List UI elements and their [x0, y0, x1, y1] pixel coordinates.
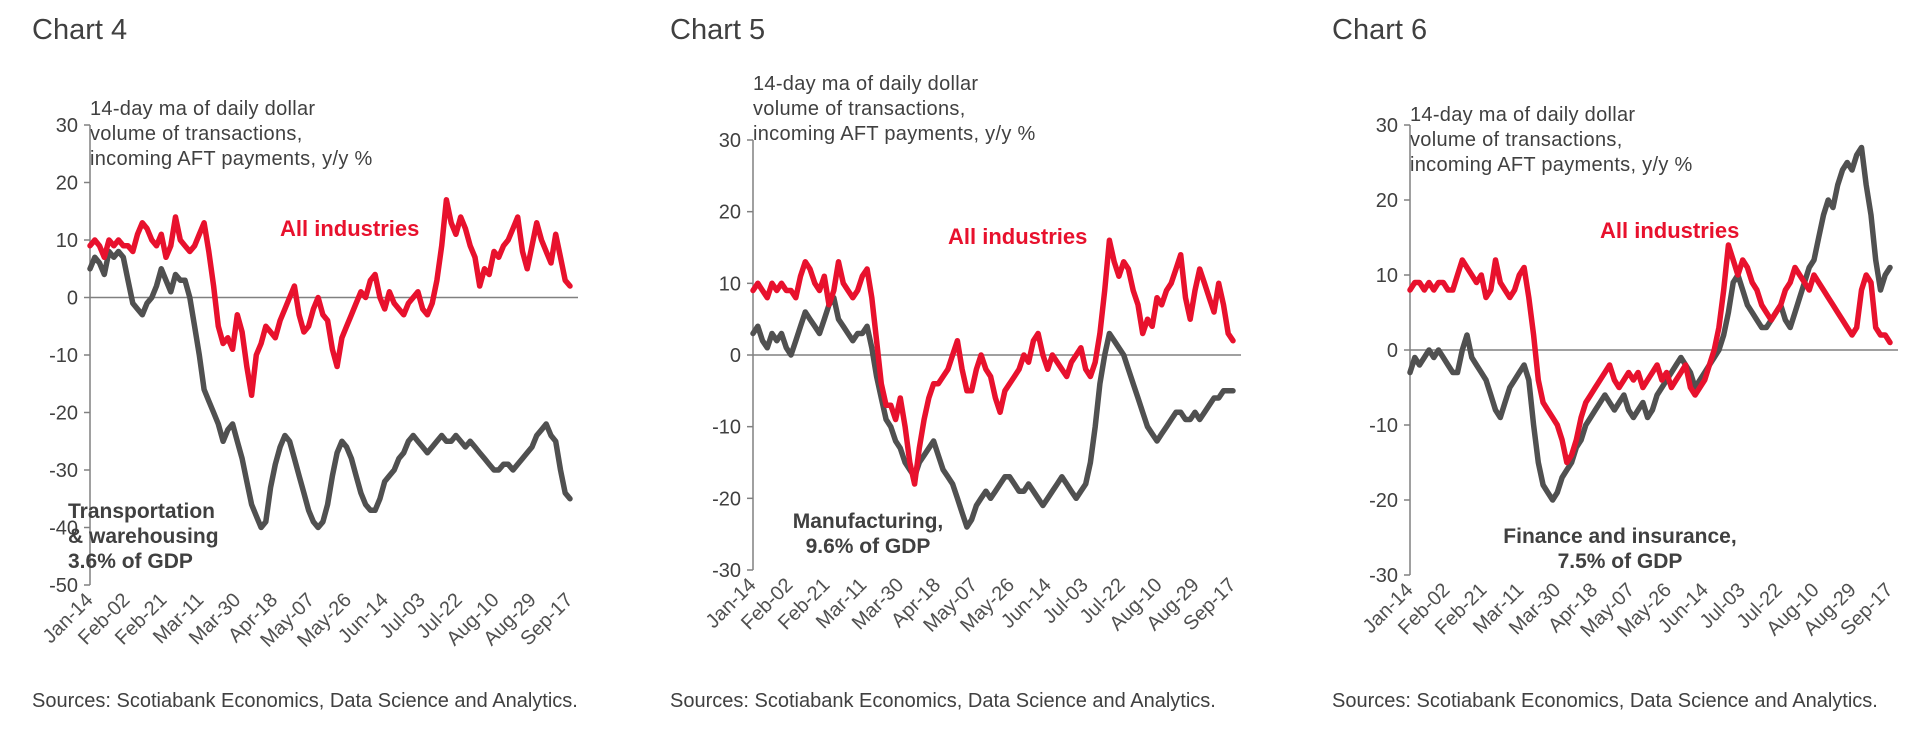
sector-line — [87, 248, 573, 531]
chart-plot: 3020100-10-20-30Jan-14Feb-02Feb-21Mar-11… — [702, 130, 1241, 637]
chart-title: Chart 6 — [1332, 14, 1428, 46]
all-industries-line — [1407, 242, 1893, 466]
all-industries-line — [750, 237, 1236, 487]
sector-label: Transportation & warehousing 3.6% of GDP — [68, 500, 219, 573]
sector-label-line: Manufacturing, — [793, 510, 944, 533]
y-tick-label: -10 — [1369, 415, 1398, 437]
y-tick-label: 30 — [1376, 115, 1398, 137]
sector-label-line: & warehousing — [68, 525, 219, 548]
y-tick-label: 30 — [56, 115, 78, 137]
y-tick-label: -20 — [1369, 490, 1398, 512]
sector-line — [750, 294, 1236, 530]
sector-label: Manufacturing, 9.6% of GDP — [793, 510, 944, 558]
y-tick-label: 0 — [67, 288, 78, 310]
chart-title: Chart 4 — [32, 14, 128, 46]
chart-note: 14-day ma of daily dollar volume of tran… — [90, 98, 373, 170]
y-tick-label: -20 — [49, 403, 78, 425]
chart-note: 14-day ma of daily dollar volume of tran… — [753, 73, 1036, 145]
chart-sources: Sources: Scotiabank Economics, Data Scie… — [32, 690, 578, 712]
all-industries-label: All industries — [280, 216, 419, 241]
sector-line — [1407, 144, 1893, 503]
chart-note: 14-day ma of daily dollar volume of tran… — [1410, 104, 1693, 176]
chart-plot: 3020100-10-20-30Jan-14Feb-02Feb-21Mar-11… — [1359, 115, 1898, 642]
y-tick-label: 30 — [719, 130, 741, 152]
chart-title: Chart 5 — [670, 14, 766, 46]
y-tick-label: 20 — [719, 202, 741, 224]
y-tick-label: 20 — [1376, 190, 1398, 212]
y-tick-label: -50 — [49, 575, 78, 597]
sector-label-line: 3.6% of GDP — [68, 550, 193, 573]
all-industries-label: All industries — [948, 224, 1087, 249]
sector-label: Finance and insurance, 7.5% of GDP — [1503, 525, 1736, 573]
y-tick-label: -10 — [49, 345, 78, 367]
y-tick-label: 0 — [730, 345, 741, 367]
y-tick-label: 10 — [719, 273, 741, 295]
sector-label-line: Finance and insurance, — [1503, 525, 1736, 548]
sector-label-line: Transportation — [68, 500, 215, 523]
y-tick-label: -20 — [712, 488, 741, 510]
y-tick-label: 0 — [1387, 340, 1398, 362]
all-industries-line — [87, 197, 573, 399]
all-industries-label: All industries — [1600, 218, 1739, 243]
y-tick-label: -10 — [712, 417, 741, 439]
sector-label-line: 9.6% of GDP — [806, 535, 931, 558]
chart-sources: Sources: Scotiabank Economics, Data Scie… — [670, 690, 1216, 712]
y-tick-label: 10 — [1376, 265, 1398, 287]
y-tick-label: -30 — [49, 460, 78, 482]
chart-panel-5: Chart 5 14-day ma of daily dollar volume… — [668, 0, 1298, 751]
y-tick-label: 20 — [56, 173, 78, 195]
y-tick-label: -30 — [1369, 565, 1398, 587]
chart-panel-6: Chart 6 14-day ma of daily dollar volume… — [1330, 0, 1910, 751]
chart-sources: Sources: Scotiabank Economics, Data Scie… — [1332, 690, 1878, 712]
chart-panel-4: Chart 4 14-day ma of daily dollar volume… — [30, 0, 660, 751]
y-tick-label: 10 — [56, 230, 78, 252]
sector-label-line: 7.5% of GDP — [1558, 550, 1683, 573]
y-tick-label: -30 — [712, 560, 741, 582]
y-tick-label: -40 — [49, 518, 78, 540]
chart-plot: 3020100-10-20-30-40-50Jan-14Feb-02Feb-21… — [39, 115, 578, 652]
